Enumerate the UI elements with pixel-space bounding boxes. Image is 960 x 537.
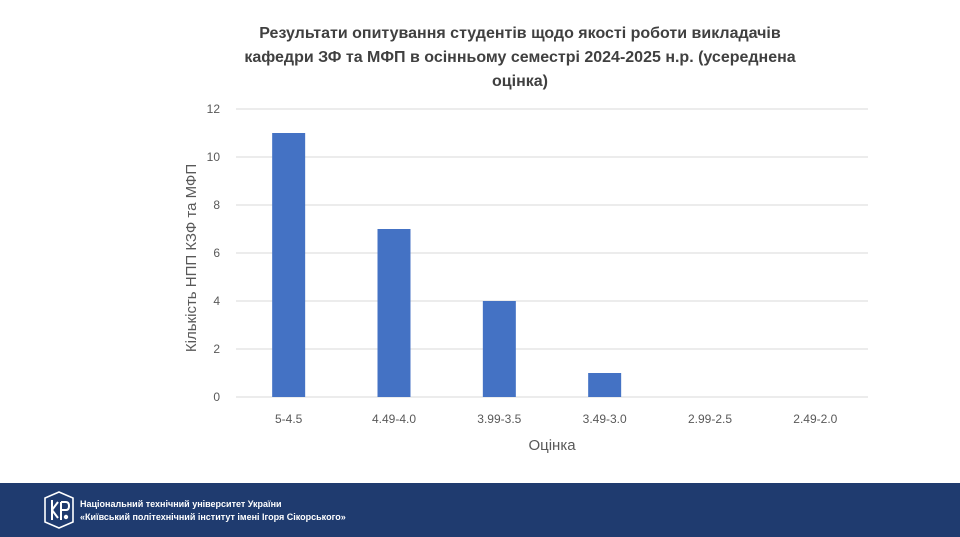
y-tick-label: 0 bbox=[213, 390, 220, 404]
y-tick-label: 6 bbox=[213, 246, 220, 260]
bar bbox=[588, 373, 622, 397]
bar bbox=[272, 133, 306, 397]
y-tick-label: 2 bbox=[213, 342, 220, 356]
footer-line-2: «Київський політехнічний інститут імені … bbox=[80, 512, 346, 522]
kpi-logo-icon bbox=[44, 491, 74, 529]
bar bbox=[377, 229, 411, 397]
x-axis-label: Оцінка bbox=[528, 437, 576, 454]
chart-title: Результати опитування студентів щодо яко… bbox=[200, 22, 840, 94]
chart-title-line-2: кафедри ЗФ та МФП в осінньому семестрі 2… bbox=[244, 49, 796, 66]
x-tick-label: 2.99-2.5 bbox=[688, 412, 732, 426]
footer-bar: Національний технічний університет Украї… bbox=[0, 483, 960, 537]
bar-chart: 0 2 4 6 8 10 12 5-4.5 4.49-4.0 3.99-3.5 3.49-3.0 2.… bbox=[183, 102, 868, 454]
x-tick-label: 3.49-3.0 bbox=[583, 412, 627, 426]
bar bbox=[482, 301, 516, 397]
x-tick-label: 3.99-3.5 bbox=[477, 412, 521, 426]
y-tick-label: 12 bbox=[207, 102, 221, 116]
y-tick-label: 8 bbox=[213, 198, 220, 212]
chart-title-line-1: Результати опитування студентів щодо яко… bbox=[259, 25, 781, 42]
footer-line-1: Національний технічний університет Украї… bbox=[80, 499, 282, 509]
x-tick-label: 4.49-4.0 bbox=[372, 412, 416, 426]
y-axis-label: Кількість НПП КЗФ та МФП bbox=[183, 164, 200, 352]
x-tick-label: 2.49-2.0 bbox=[793, 412, 837, 426]
y-tick-label: 10 bbox=[207, 150, 221, 164]
footer-university-name: Національний технічний університет Украї… bbox=[80, 498, 346, 524]
chart-title-line-3: оцінка) bbox=[492, 73, 548, 90]
y-tick-label: 4 bbox=[213, 294, 220, 308]
x-tick-label: 5-4.5 bbox=[275, 412, 303, 426]
